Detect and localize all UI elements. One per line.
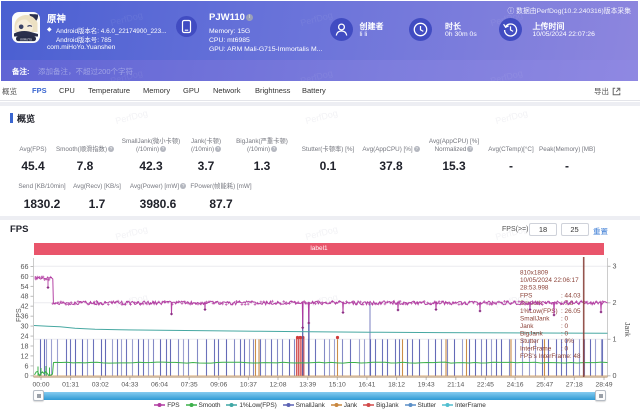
svg-text:42: 42: [21, 302, 29, 311]
svg-text:18: 18: [21, 341, 29, 350]
svg-text:24: 24: [21, 332, 29, 341]
svg-text:30: 30: [21, 322, 29, 331]
svg-text:Stutter: Stutter: [520, 338, 540, 345]
svg-text:13:39: 13:39: [299, 381, 316, 388]
svg-text:21:14: 21:14: [447, 381, 464, 388]
svg-text:19:43: 19:43: [418, 381, 435, 388]
svg-text:10:37: 10:37: [240, 381, 257, 388]
svg-text:1%Low(FPS): 1%Low(FPS): [520, 308, 558, 315]
svg-text:48: 48: [21, 292, 29, 301]
svg-text:27:18: 27:18: [566, 381, 583, 388]
svg-text:00:00: 00:00: [32, 381, 49, 388]
svg-text:07:35: 07:35: [181, 381, 198, 388]
svg-text:InterFrame: InterFrame: [520, 346, 552, 353]
svg-text:18:12: 18:12: [388, 381, 405, 388]
svg-text:: 0: : 0: [561, 323, 569, 330]
svg-text:: 0: : 0: [561, 331, 569, 338]
svg-text:16:41: 16:41: [358, 381, 375, 388]
svg-text:SmallJank: SmallJank: [520, 315, 550, 322]
svg-text:0: 0: [25, 371, 29, 380]
svg-text:miHoYo: miHoYo: [20, 37, 32, 41]
svg-text:Jank: Jank: [623, 322, 630, 337]
svg-text:04:33: 04:33: [121, 381, 138, 388]
svg-text:10/05/2024 22:06:17: 10/05/2024 22:06:17: [520, 277, 579, 284]
svg-text:09:06: 09:06: [210, 381, 227, 388]
svg-text:3: 3: [613, 262, 617, 271]
svg-text:03:02: 03:02: [92, 381, 109, 388]
svg-text:36: 36: [21, 312, 29, 321]
svg-text:24:16: 24:16: [507, 381, 524, 388]
svg-text:FPS: FPS: [16, 308, 23, 322]
svg-text:25:47: 25:47: [536, 381, 553, 388]
svg-text:60: 60: [21, 272, 29, 281]
svg-text:1: 1: [613, 335, 617, 344]
svg-text:01:31: 01:31: [62, 381, 79, 388]
svg-text:06:04: 06:04: [151, 381, 168, 388]
svg-text:2: 2: [613, 298, 617, 307]
svg-text:: 44.03: : 44.03: [561, 293, 581, 300]
svg-text:28:53.998: 28:53.998: [520, 285, 549, 292]
svg-text:54: 54: [21, 282, 29, 291]
svg-text:66: 66: [21, 262, 29, 271]
svg-text:: 0: : 0: [561, 315, 569, 322]
svg-text:12:08: 12:08: [269, 381, 286, 388]
svg-text:: 0: : 0: [561, 346, 569, 353]
svg-text:12: 12: [21, 351, 29, 360]
svg-text:22:45: 22:45: [477, 381, 494, 388]
svg-text:: 26.05: : 26.05: [561, 308, 581, 315]
svg-text:FPS: FPS: [520, 293, 532, 300]
svg-text:Jank: Jank: [520, 323, 534, 330]
svg-text:810x1809: 810x1809: [520, 269, 549, 276]
svg-text:28:49: 28:49: [595, 381, 612, 388]
svg-text:FPS's InterFrame: 48: FPS's InterFrame: 48: [520, 353, 581, 360]
svg-text:0: 0: [613, 371, 617, 380]
svg-text:15:10: 15:10: [329, 381, 346, 388]
svg-text:: 0%: : 0%: [561, 338, 574, 345]
svg-text:6: 6: [25, 361, 29, 370]
svg-text:BigJank: BigJank: [520, 331, 544, 338]
